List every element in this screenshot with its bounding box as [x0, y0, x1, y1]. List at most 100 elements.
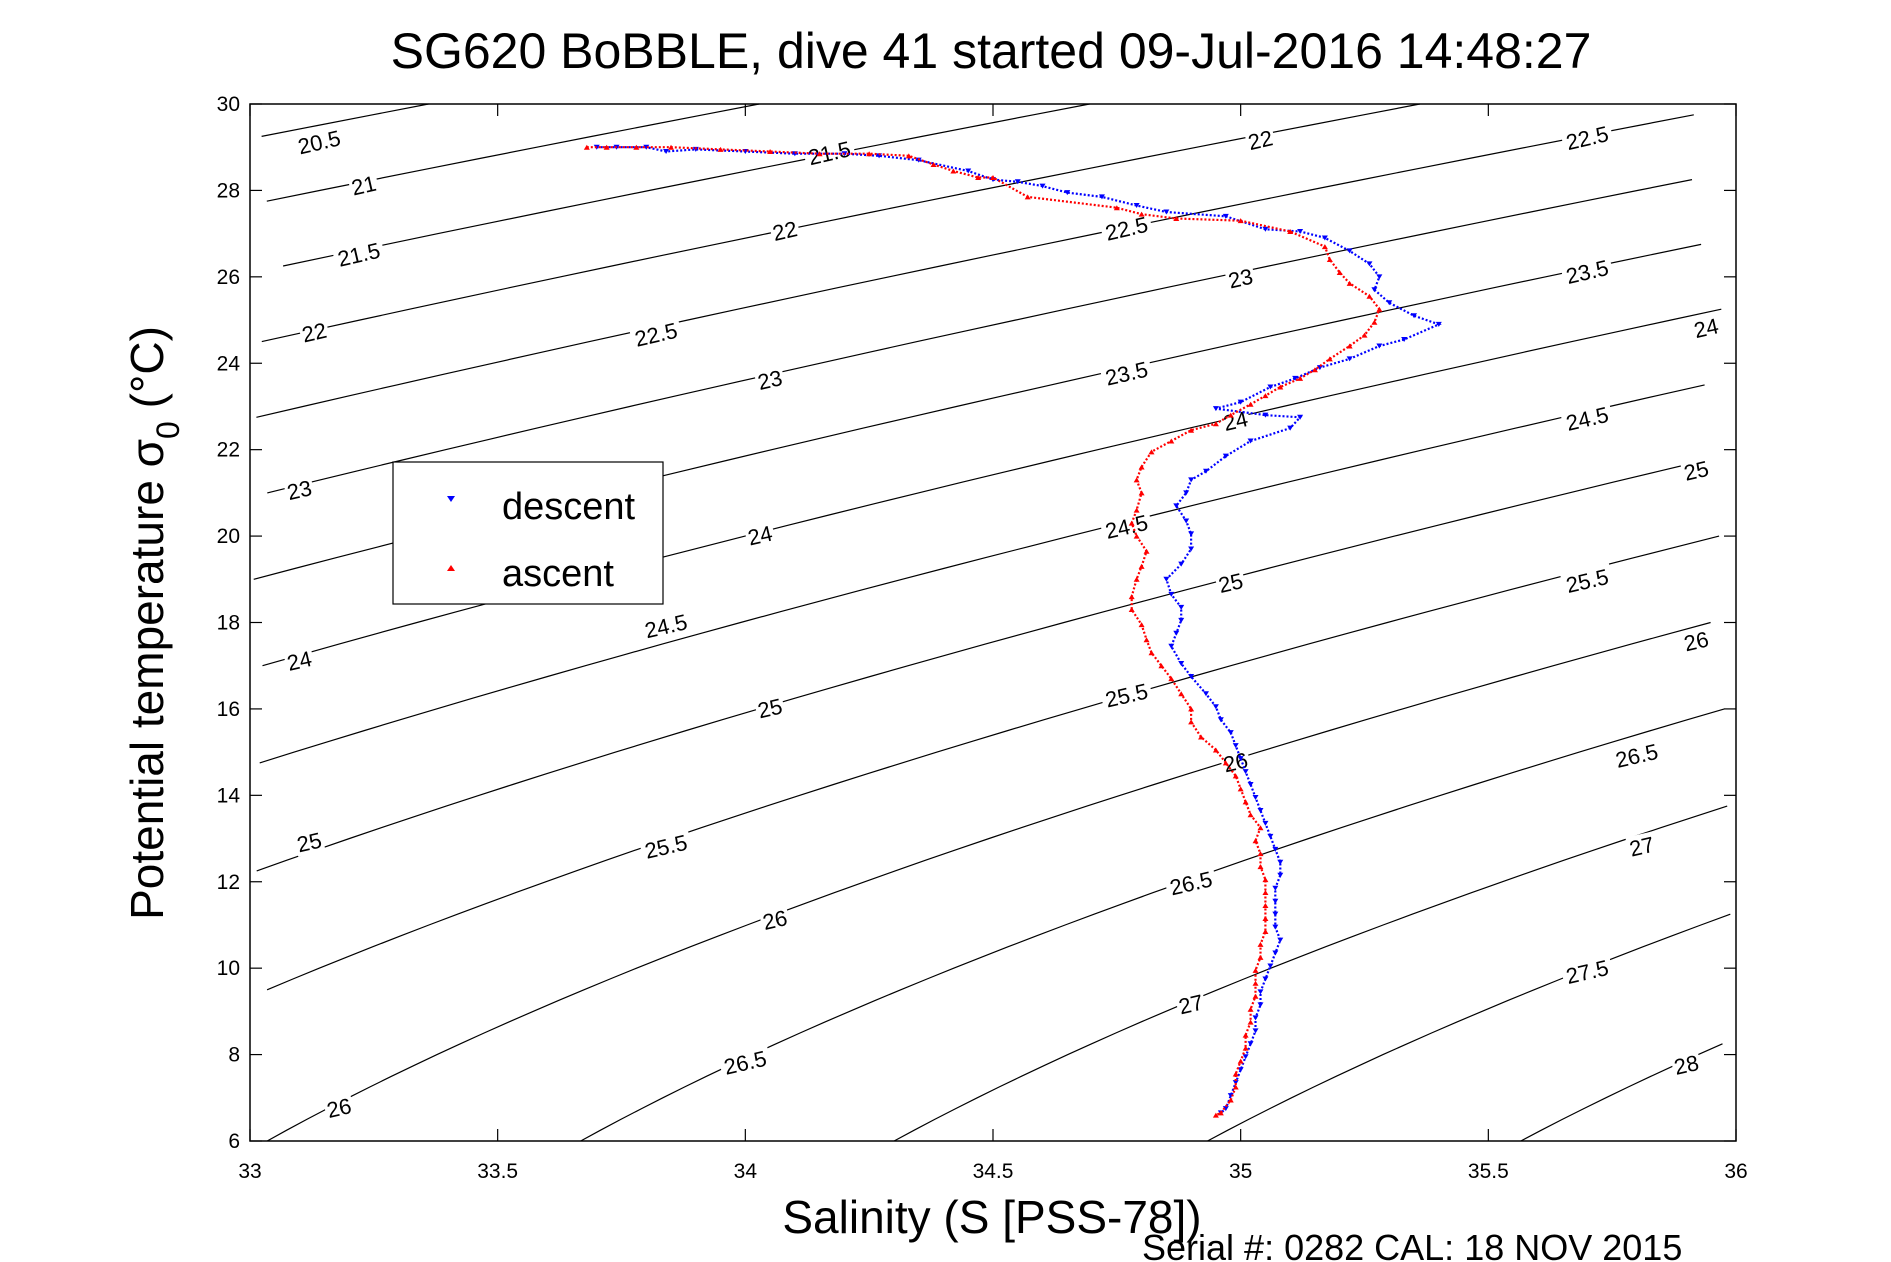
contour-label-bg	[638, 608, 693, 644]
contour-label-text: 26.5	[1613, 739, 1660, 773]
contour-label: 23	[753, 364, 787, 395]
contour-label-text: 27	[1176, 989, 1205, 1019]
plot-area-frame	[249, 103, 1737, 1142]
contour-label-text: 22.5	[1103, 212, 1150, 246]
contour-label-bg	[282, 474, 316, 505]
contour-label: 26	[758, 904, 792, 935]
contour-label-text: 28	[1672, 1050, 1701, 1080]
density-contour-line	[267, 179, 1693, 494]
contour-label-bg	[1560, 563, 1615, 598]
y-tick-label: 28	[217, 179, 240, 202]
contour-label-text: 23	[285, 475, 314, 505]
contour-label: 20.5	[292, 124, 347, 160]
ascent-point	[1212, 1112, 1219, 1118]
density-contour-line	[580, 708, 1725, 1142]
chart-title: SG620 BoBBLE, dive 41 started 09-Jul-201…	[391, 23, 1592, 79]
contour-label: 27.5	[1560, 954, 1615, 989]
y-tick-label: 16	[217, 698, 240, 721]
y-tick-label: 24	[217, 352, 241, 375]
y-axis-ticks: 6 8 10 12 14 16 18 20 22 24 26 28 30	[217, 93, 1736, 1153]
contour-label-bg	[331, 236, 386, 272]
contour-label-text: 22	[770, 216, 799, 246]
contour-label-text: 26.5	[1167, 866, 1214, 900]
contour-label-text: 21.5	[335, 238, 382, 272]
contour-label: 26	[322, 1092, 356, 1123]
ascent-point	[975, 174, 982, 180]
contour-label-text: 23	[755, 365, 784, 395]
contour-label: 22.5	[1099, 211, 1154, 246]
contour-label-text: 25.5	[642, 830, 689, 864]
contour-label: 26.5	[1609, 738, 1664, 773]
ascent-point	[1232, 1071, 1239, 1077]
y-axis-label-main: Potential temperature σ	[121, 439, 173, 920]
contour-label: 23.5	[1099, 355, 1154, 391]
contour-label-text: 25	[1682, 456, 1711, 486]
y-tick-label: 22	[217, 439, 240, 462]
contour-label-bg	[1560, 401, 1615, 436]
descent-point	[1272, 911, 1279, 917]
contour-label: 25	[1214, 567, 1247, 598]
contour-label-text: 26	[324, 1093, 353, 1123]
contour-label: 28	[1669, 1049, 1703, 1080]
contour-label-text: 24	[285, 646, 314, 676]
contour-label-text: 25.5	[1564, 564, 1611, 598]
y-tick-label: 18	[217, 612, 240, 635]
contour-label-bg	[1679, 626, 1713, 656]
contour-label-bg	[1669, 1049, 1703, 1080]
contour-label-bg	[1099, 677, 1154, 713]
contour-label-bg	[1214, 567, 1247, 598]
contour-label-text: 22.5	[1564, 121, 1611, 155]
ascent-point	[1188, 706, 1195, 712]
contour-label-bg	[1099, 509, 1154, 544]
contour-label-bg	[1609, 738, 1664, 773]
y-tick-label: 14	[217, 784, 241, 807]
contour-label: 23.5	[1560, 254, 1615, 289]
contour-label: 22.5	[1560, 120, 1615, 155]
y-tick-label: 10	[217, 957, 240, 980]
density-contour-line	[282, 103, 1090, 267]
descent-trace	[596, 146, 1442, 1114]
y-tick-label: 26	[217, 266, 240, 289]
contour-label-bg	[743, 520, 777, 550]
y-axis-label: Potential temperature σ0 (°C)	[121, 326, 186, 920]
contour-label: 24	[282, 645, 316, 676]
contour-label-text: 25	[295, 827, 324, 857]
descent-point	[1237, 756, 1244, 762]
contour-label-text: 24	[745, 521, 774, 551]
contour-label: 24.5	[638, 608, 693, 644]
contour-label: 27	[1625, 831, 1659, 862]
descent-point	[1188, 546, 1195, 552]
y-tick-label: 8	[228, 1044, 240, 1067]
contour-label-bg	[292, 124, 347, 160]
ascent-point	[767, 149, 774, 155]
contour-label-bg	[1163, 865, 1218, 901]
ascent-point	[1242, 799, 1249, 805]
y-tick-label: 20	[217, 525, 240, 548]
legend-ascent-label: ascent	[502, 553, 614, 595]
contour-label: 26.5	[1163, 865, 1218, 901]
ascent-point	[1262, 877, 1269, 883]
contour-label-bg	[322, 1092, 356, 1123]
contour-label-text: 25	[755, 693, 784, 723]
contour-label: 27	[1174, 989, 1208, 1019]
contour-label: 22	[1243, 124, 1277, 155]
contour-label-bg	[282, 645, 316, 676]
contour-label-bg	[718, 1044, 773, 1080]
contour-label: 22	[768, 215, 802, 246]
x-tick-label: 35.5	[1468, 1160, 1509, 1183]
contour-label-bg	[753, 364, 787, 395]
density-contour-line	[256, 114, 1694, 418]
descent-point	[1277, 872, 1284, 878]
x-tick-label: 36	[1724, 1160, 1747, 1183]
contour-label: 23	[1224, 263, 1257, 293]
contour-label-bg	[1243, 124, 1277, 155]
contour-label-text: 27	[1627, 832, 1656, 862]
contour-label: 25	[1679, 455, 1713, 486]
contour-label-bg	[758, 904, 792, 935]
density-contour-labels: 20.52121.5222324252621.52222.5232424.525…	[282, 120, 1723, 1123]
density-contour-line	[1207, 913, 1731, 1142]
x-axis-label: Salinity (S [PSS-78])	[782, 1191, 1201, 1243]
x-tick-label: 35	[1229, 1160, 1252, 1183]
x-tick-label: 34.5	[973, 1160, 1014, 1183]
